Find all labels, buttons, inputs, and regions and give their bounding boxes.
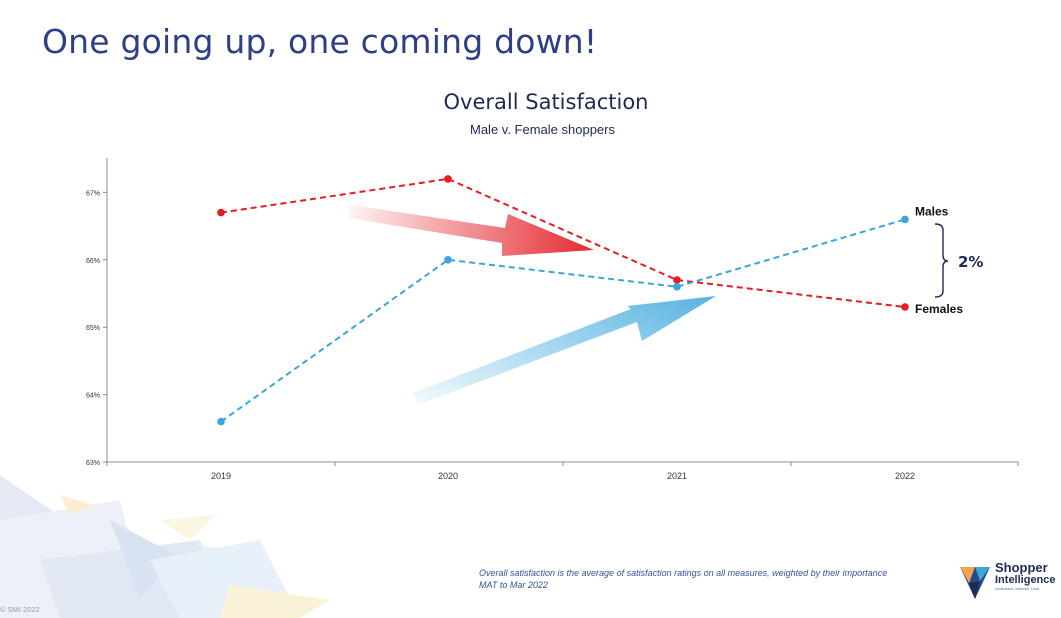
logo-subname: Intelligence: [995, 574, 1056, 586]
chart-subtitle: Male v. Female shoppers: [470, 122, 615, 137]
upward-trend-arrow: [413, 296, 716, 405]
footnote-line-1: Overall satisfaction is the average of s…: [479, 568, 888, 578]
data-point-males: [901, 215, 909, 224]
x-tick-label: 2019: [211, 471, 231, 481]
y-tick-label: 63%: [86, 460, 100, 467]
slide-title: One going up, one coming down!: [42, 22, 598, 61]
y-tick-label: 64%: [86, 393, 100, 400]
data-point-males: [673, 283, 681, 291]
y-tick-label: 66%: [86, 258, 100, 265]
series-label-males: Males: [915, 204, 949, 218]
logo-tagline: Understand. Influence. Lead.: [995, 587, 1040, 591]
footnote: Overall satisfaction is the average of s…: [479, 567, 887, 591]
data-point-females: [217, 208, 225, 217]
x-tick-label: 2022: [895, 471, 915, 481]
data-point-females: [444, 175, 452, 183]
footnote-line-2: MAT to Mar 2022: [479, 580, 548, 590]
y-tick-label: 65%: [86, 325, 100, 332]
y-tick-label: 67%: [86, 190, 100, 197]
decorative-polygons: [0, 475, 330, 618]
copyright: © SMI 2022: [0, 605, 40, 614]
chart-title: Overall Satisfaction: [443, 90, 649, 114]
data-point-females: [901, 303, 909, 311]
data-point-females: [673, 276, 681, 284]
series-label-females: Females: [915, 302, 963, 316]
shopper-intelligence-logo: Shopper Intelligence Understand. Influen…: [958, 561, 1058, 603]
data-point-males: [444, 255, 452, 264]
difference-label: 2%: [958, 253, 983, 271]
difference-bracket: [934, 223, 949, 298]
logo-name: Shopper: [995, 560, 1048, 575]
series-line-males: [220, 218, 906, 423]
x-tick-label: 2020: [438, 471, 458, 481]
x-tick-label: 2021: [667, 471, 687, 481]
series-line-females: [220, 177, 906, 308]
downward-trend-arrow: [348, 205, 594, 256]
logo-icon: [960, 567, 990, 599]
data-point-males: [217, 417, 225, 426]
